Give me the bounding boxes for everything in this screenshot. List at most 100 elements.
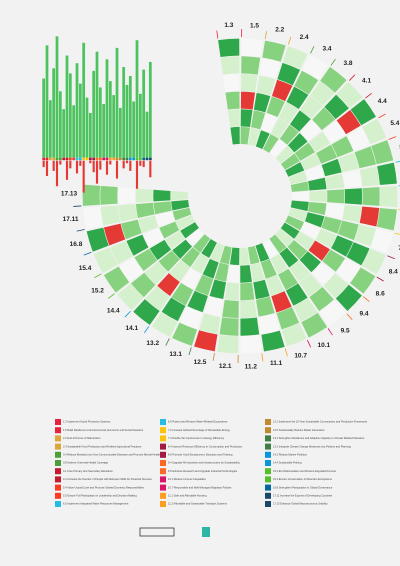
heat-cell	[288, 208, 308, 221]
bar	[102, 104, 106, 158]
bar	[128, 75, 132, 158]
bar	[88, 113, 92, 158]
legend-swatch	[160, 492, 166, 499]
bar	[58, 91, 62, 158]
legend-swatch	[55, 435, 61, 442]
heat-cell	[161, 297, 186, 322]
legend-swatch	[160, 427, 166, 434]
legend-text: 16.8 Strengthen Participation in Global …	[273, 485, 333, 489]
legend-swatch	[55, 460, 61, 466]
heat-cell	[240, 109, 253, 128]
sector-rule	[378, 113, 386, 119]
heat-cell	[289, 260, 311, 283]
goal-chip	[58, 157, 62, 161]
heat-cell	[319, 299, 346, 326]
goal-chip	[112, 157, 116, 161]
legend-swatch	[265, 492, 271, 499]
legend-text: 13.1 Strengthen Resilience and Adaptive …	[273, 436, 365, 440]
heat-cell	[285, 283, 308, 306]
target-label: 1.3	[224, 22, 233, 29]
sector-rule	[349, 74, 356, 81]
heat-cell	[171, 200, 190, 211]
heat-cell	[93, 247, 118, 274]
legend-swatch	[160, 460, 166, 466]
goal-chip	[52, 157, 56, 161]
legend-text: 4.1 Free Primary and Secondary Education	[63, 469, 113, 473]
legend-text: 12.1 Implement the 10-Year Sustainable C…	[273, 420, 368, 424]
target-label: 3.8	[343, 60, 352, 67]
target-label: 10.1	[317, 342, 330, 349]
heat-cell	[259, 58, 281, 79]
heat-cell	[100, 185, 118, 205]
heat-cell	[299, 251, 321, 273]
legend-text: 7.3 Double the Improvement in Energy Eff…	[168, 436, 225, 440]
goal-chip	[62, 157, 66, 161]
sector-rule	[124, 310, 131, 318]
heat-cell	[181, 268, 202, 290]
heat-cell	[256, 75, 276, 96]
legend-text: 7.2 Increase Global Percentage of Renewa…	[168, 428, 231, 432]
legend-swatch	[55, 443, 61, 450]
sector-rule	[165, 338, 170, 346]
legend-text: 10.7 Responsible and Well-Managed Migrat…	[168, 485, 232, 489]
target-label: 16.8	[70, 241, 83, 248]
heat-cell	[180, 222, 199, 239]
heat-cell	[321, 216, 342, 234]
heat-cell	[159, 221, 180, 239]
heat-cell	[304, 212, 325, 228]
bar	[72, 105, 76, 158]
heat-cell	[83, 206, 103, 230]
heat-cell	[350, 99, 376, 126]
heat-cell	[336, 81, 363, 109]
goal-chip	[68, 157, 72, 161]
heat-cell	[256, 296, 275, 317]
negative-bar	[79, 160, 82, 166]
heat-cell	[103, 223, 126, 246]
heat-cell	[271, 291, 292, 313]
negative-bar	[42, 160, 45, 168]
heat-cell	[119, 257, 144, 282]
negative-bar	[92, 160, 95, 173]
heat-cell	[261, 330, 285, 352]
goal-chip	[128, 157, 132, 161]
legend-swatch	[160, 501, 166, 507]
goal-chip	[142, 157, 146, 161]
bar	[75, 63, 79, 158]
legend-swatch	[55, 484, 61, 491]
heat-cell	[219, 317, 239, 336]
legend-text: 2.4 Sustainable Food Production and Resi…	[63, 444, 142, 448]
goal-chip	[105, 157, 109, 161]
negative-bar	[55, 160, 59, 187]
negative-bar	[122, 160, 125, 169]
sector-rule	[394, 232, 400, 235]
heat-cell	[220, 56, 240, 75]
heat-cell	[376, 208, 397, 231]
negative-bar	[65, 160, 69, 180]
heat-cell	[307, 201, 327, 215]
goal-chip	[72, 157, 76, 161]
legend-swatch	[160, 476, 166, 483]
heat-cell	[311, 262, 335, 286]
legend-text: 11.2 Affordable and Sustainable Transpor…	[168, 502, 228, 506]
heat-cell	[362, 118, 387, 145]
heat-cell	[322, 120, 346, 144]
heat-cell	[323, 273, 349, 299]
heat-cell	[294, 70, 319, 95]
target-label: 12.1	[219, 363, 232, 370]
heat-cell	[266, 275, 285, 296]
legend-swatch	[265, 451, 271, 458]
heat-cell	[223, 73, 240, 93]
bar	[85, 97, 89, 158]
heat-cell	[202, 258, 219, 279]
sector-rule	[83, 251, 92, 256]
legend-swatch	[55, 427, 61, 434]
goal-chip	[132, 157, 136, 161]
sector-rule	[107, 293, 115, 299]
goal-chip	[118, 157, 122, 161]
negative-bar	[45, 160, 49, 177]
heat-cell	[240, 91, 256, 110]
heat-cell	[262, 239, 279, 259]
heat-cell	[240, 334, 262, 354]
heat-cell	[229, 247, 240, 266]
sector-rule	[310, 46, 315, 54]
